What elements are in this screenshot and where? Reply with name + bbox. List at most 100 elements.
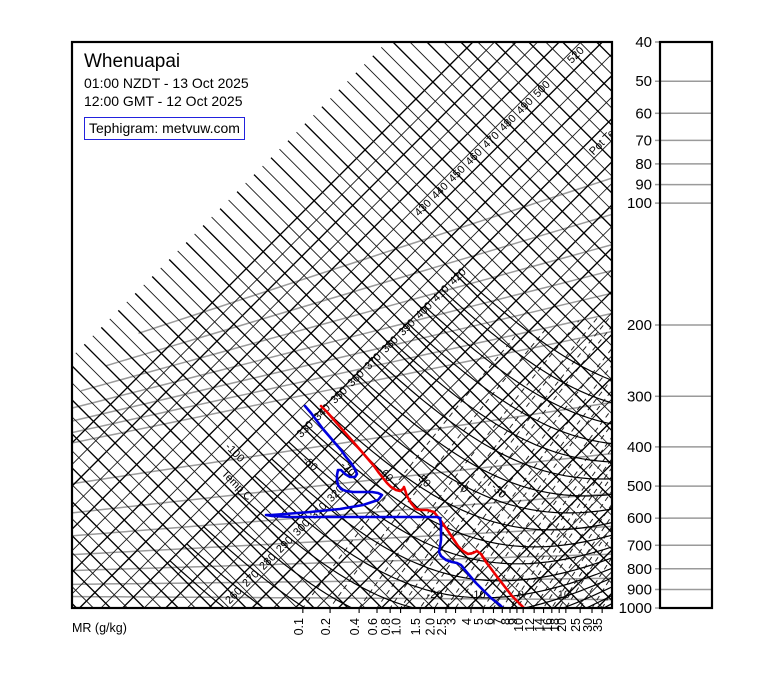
isobar-line (72, 401, 612, 485)
temp-bottom-label: 10 (558, 589, 570, 601)
isotherm-line (273, 269, 612, 608)
saturated-adiabat-line (356, 373, 612, 497)
isotherm-line (532, 528, 612, 608)
dry-adiabat-line (347, 80, 612, 347)
mixing-ratio-line (445, 377, 612, 608)
mixing-ratio-tick-label: 0.8 (379, 618, 393, 635)
saturated-adiabat-line (169, 560, 226, 608)
mixing-ratio-line (376, 315, 599, 608)
mixing-ratio-tick-label: 25 (569, 618, 583, 632)
isotherm-line (251, 247, 612, 608)
saturated-adiabat-line (237, 492, 612, 608)
pressure-tick-label: 70 (635, 132, 652, 149)
dry-adiabat-line (545, 42, 612, 109)
dry-adiabat-line (109, 318, 400, 608)
isobar-line (72, 292, 612, 422)
isotherm-line (337, 333, 612, 608)
dry-adiabat-line (72, 586, 94, 608)
mixing-ratio-line (470, 408, 612, 608)
mixing-ratio-tick-label: 7 (491, 618, 505, 625)
dry-adiabat-line (372, 55, 612, 296)
dry-adiabat-line (100, 326, 383, 608)
dry-adiabat-line (72, 569, 111, 608)
isotherm-line (72, 42, 538, 508)
mixing-ratio-tick-label: 2.0 (424, 618, 438, 635)
saturated-adiabat-line (339, 390, 612, 514)
mixing-ratio-axis: 0.1 0.2 0.4 0.6 0.81.0 1.5 2.02.53 456789101214… (292, 608, 605, 635)
isobar-line (72, 553, 612, 572)
dry-adiabat-line (72, 467, 213, 608)
dry-adiabat-line (562, 42, 612, 92)
mixing-ratio-line (302, 334, 517, 608)
isotherm-line (79, 75, 612, 608)
pressure-tick-label: 80 (635, 156, 652, 173)
dry-adiabat-line (72, 433, 247, 608)
isotherm-line (380, 376, 612, 608)
isotherm-line (510, 506, 612, 608)
dry-adiabat-line (511, 42, 612, 143)
dry-adiabat-line (185, 242, 553, 608)
dry-adiabat-line (494, 42, 612, 160)
dry-adiabat-line (245, 182, 612, 550)
mixing-ratio-tick-label: 3 (445, 618, 459, 625)
isotherm-line (424, 420, 612, 608)
mixing-ratio-line (389, 313, 612, 608)
dry-adiabat-line (528, 42, 612, 126)
dry-adiabat-line (363, 63, 612, 313)
mixing-ratio-line (601, 590, 612, 608)
dry-adiabat-line (477, 42, 612, 177)
dry-adiabat-line (72, 450, 230, 608)
saturated-adiabat-line (220, 509, 612, 608)
mixing-ratio-tick-label: 10 (512, 618, 526, 632)
mixing-ratio-line (492, 436, 612, 608)
dewpoint-profile (264, 404, 505, 608)
dry-adiabat-line (392, 42, 612, 262)
pressure-tick-label: 700 (627, 537, 652, 554)
dry-adiabat-line (72, 552, 128, 608)
utc-time: 12:00 GMT - 12 Oct 2025 (84, 93, 243, 109)
dry-adiabat-line (134, 292, 451, 608)
mixing-ratio-tick-label: 0.6 (366, 618, 380, 635)
mixing-ratio-tick-label: 30 (581, 618, 595, 632)
mixing-ratio-tick-label: 1.0 (390, 618, 404, 635)
dry-adiabat-line (380, 46, 612, 279)
isotherm-line (72, 42, 582, 552)
isobar-line (72, 492, 612, 537)
dry-adiabat-line (279, 148, 612, 483)
saturated-adiabat-line (423, 305, 612, 425)
dry-adiabat-line (72, 518, 162, 608)
dry-adiabat-line (202, 225, 587, 608)
isotherm-line (72, 42, 603, 573)
dry-adiabat-line (296, 131, 612, 449)
isotherm-line (72, 42, 495, 465)
dry-adiabat-line (460, 42, 612, 194)
dry-adiabat-line (219, 208, 612, 601)
mixing-ratio-tick-label: 1.5 (409, 618, 423, 635)
credit-link[interactable]: Tephigram: metvuw.com (84, 117, 245, 140)
pressure-tick-label: 500 (627, 478, 652, 495)
dry-adiabat-line (321, 106, 612, 398)
saturated-adiabat-line (305, 424, 612, 548)
wind-panel-frame (658, 40, 714, 610)
mixing-ratio-line (579, 556, 612, 608)
dry-adiabat-lines (72, 42, 612, 608)
pressure-tick-label: 1000 (619, 600, 652, 617)
dry-adiabat-line (72, 501, 179, 608)
dry-adiabat-line (72, 399, 281, 608)
dry-adiabat-line (579, 42, 612, 75)
mixing-ratio-tick-label: 14 (533, 618, 547, 632)
pressure-tick-label: 60 (635, 105, 652, 122)
saturated-adiabat-line (203, 526, 307, 608)
dry-adiabat-line (330, 97, 612, 381)
pressure-tick-label: 300 (627, 388, 652, 405)
isotherm-line (208, 204, 612, 608)
saturated-adiabat-line (373, 356, 612, 480)
mixing-ratio-tick-label: 16 (541, 618, 555, 632)
isotherm-line (72, 42, 474, 444)
isotherm-line (186, 182, 612, 608)
dry-adiabat-line (287, 140, 612, 466)
mixing-ratio-tick-label: 0.2 (319, 618, 333, 635)
